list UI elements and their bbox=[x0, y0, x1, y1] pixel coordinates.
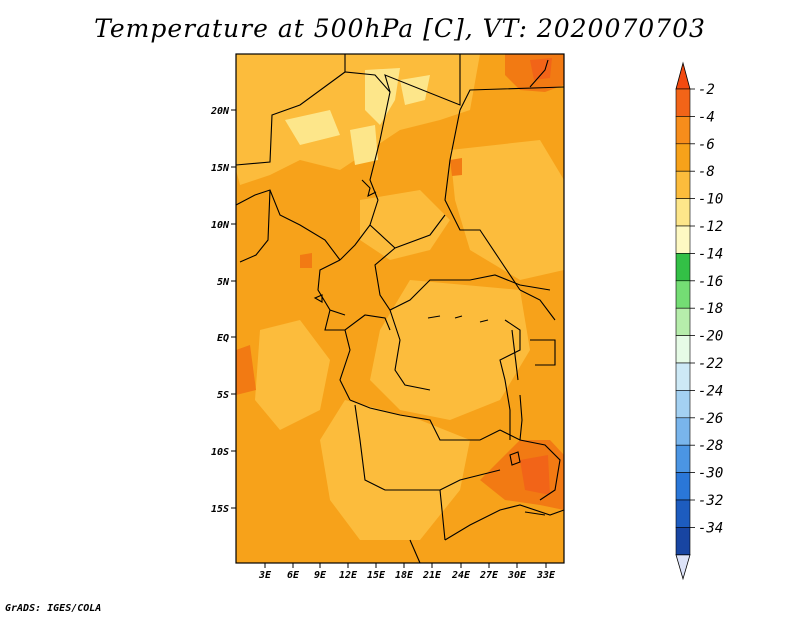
colorbar-segment bbox=[675, 472, 691, 501]
lon-tick-label: 24E bbox=[451, 570, 471, 581]
colorbar-segment bbox=[675, 143, 691, 172]
lon-tick-label: 15E bbox=[367, 570, 386, 581]
hot-patch bbox=[450, 158, 462, 176]
colorbar-label: -18 bbox=[698, 301, 723, 317]
colorbar-label: -28 bbox=[698, 438, 723, 454]
lat-tick-label: 15S bbox=[211, 504, 229, 515]
pale-patch bbox=[285, 110, 340, 145]
colorbar-label: -12 bbox=[698, 219, 723, 235]
hot-patch bbox=[300, 253, 312, 268]
colorbar-bottom-triangle bbox=[675, 554, 691, 581]
colorbar-label: -10 bbox=[698, 192, 723, 208]
cool-patch bbox=[360, 190, 450, 260]
lat-tick-label: 20N bbox=[210, 106, 230, 117]
colorbar-segment bbox=[675, 198, 691, 227]
cool-patch bbox=[320, 400, 470, 540]
colorbar-segment bbox=[675, 225, 691, 254]
hot-patch bbox=[236, 345, 256, 395]
lon-tick-label: 3E bbox=[258, 570, 272, 581]
hot-patch bbox=[520, 455, 550, 495]
colorbar-label: -32 bbox=[698, 493, 723, 509]
lon-tick-label: 12E bbox=[339, 570, 358, 581]
temperature-fill-layer bbox=[236, 54, 564, 540]
colorbar-label: -8 bbox=[698, 164, 715, 180]
colorbar-label: -2 bbox=[698, 82, 715, 98]
colorbar-label: -20 bbox=[698, 329, 723, 345]
colorbar-label: -4 bbox=[698, 109, 715, 125]
colorbar-label: -6 bbox=[698, 137, 715, 153]
lon-tick-label: 33E bbox=[536, 570, 556, 581]
colorbar-segment bbox=[675, 280, 691, 309]
colorbar-segment bbox=[675, 444, 691, 473]
map-frame bbox=[235, 53, 565, 564]
colorbar-segment bbox=[675, 527, 691, 556]
colorbar-label: -22 bbox=[698, 356, 723, 372]
pale-patch bbox=[400, 75, 430, 105]
pale-patch bbox=[365, 68, 400, 125]
colorbar-segment bbox=[675, 390, 691, 419]
colorbar-label: -34 bbox=[698, 520, 723, 536]
pale-patch bbox=[350, 125, 378, 165]
country-borders bbox=[235, 54, 565, 564]
colorbar-label: -16 bbox=[698, 274, 723, 290]
colorbar-label: -30 bbox=[698, 466, 723, 482]
colorbar-segment bbox=[675, 88, 691, 117]
lon-tick-label: 30E bbox=[507, 570, 527, 581]
colorbar-segment bbox=[675, 170, 691, 199]
lat-tick-label: 10N bbox=[211, 220, 230, 231]
colorbar-segment bbox=[675, 335, 691, 364]
colorbar-label: -26 bbox=[698, 411, 723, 427]
map-title: Temperature at 500hPa [C], VT: 202007070… bbox=[94, 14, 706, 43]
colorbar-top-triangle bbox=[675, 61, 691, 90]
lon-tick-label: 9E bbox=[314, 570, 327, 581]
latitude-axis: 20N 15N 10N 5N EQ 5S 10S 15S bbox=[210, 106, 236, 515]
grads-credit: GrADS: IGES/COLA bbox=[5, 603, 102, 614]
lat-tick-label: 10S bbox=[211, 447, 229, 458]
lon-tick-label: 27E bbox=[479, 570, 499, 581]
colorbar-segment bbox=[675, 362, 691, 391]
lat-tick-label: EQ bbox=[217, 333, 229, 344]
cool-patch bbox=[450, 140, 564, 280]
colorbar-segment bbox=[675, 253, 691, 282]
lat-tick-label: 5S bbox=[217, 390, 229, 401]
cool-patch bbox=[370, 280, 530, 420]
colorbar-segment bbox=[675, 116, 691, 145]
lon-tick-label: 21E bbox=[422, 570, 442, 581]
longitude-axis: 3E 6E 9E 12E 15E 18E 21E 24E 27E 30E 33E bbox=[258, 563, 556, 581]
colorbar-segment bbox=[675, 499, 691, 528]
lat-tick-label: 15N bbox=[211, 163, 230, 174]
lon-tick-label: 18E bbox=[395, 570, 414, 581]
colorbar: -2 -4 -6 -8 -10 -12 -14 -16 -18 -20 -22 -24 -26 -28 -3… bbox=[675, 61, 723, 581]
colorbar-segment bbox=[675, 417, 691, 446]
colorbar-segment bbox=[675, 307, 691, 336]
lon-tick-label: 6E bbox=[287, 570, 300, 581]
lat-tick-label: 5N bbox=[217, 277, 230, 288]
cool-patch bbox=[255, 320, 330, 430]
colorbar-label: -24 bbox=[698, 383, 723, 399]
colorbar-label: -14 bbox=[698, 246, 723, 262]
